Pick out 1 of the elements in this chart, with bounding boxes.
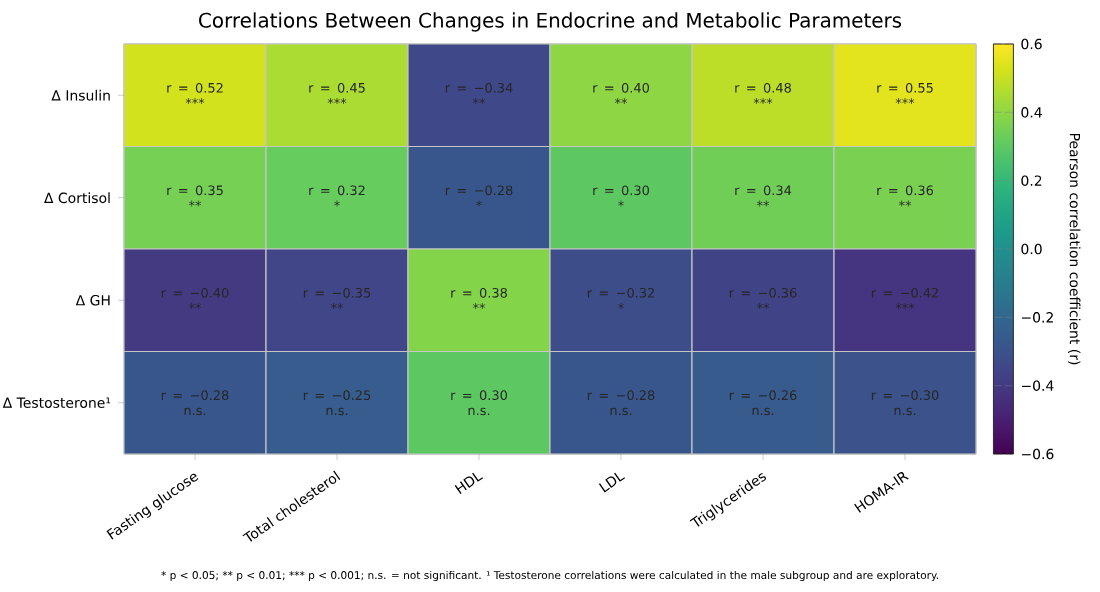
- chart-title: Correlations Between Changes in Endocrine and Metabolic Parameters: [199, 12, 902, 32]
